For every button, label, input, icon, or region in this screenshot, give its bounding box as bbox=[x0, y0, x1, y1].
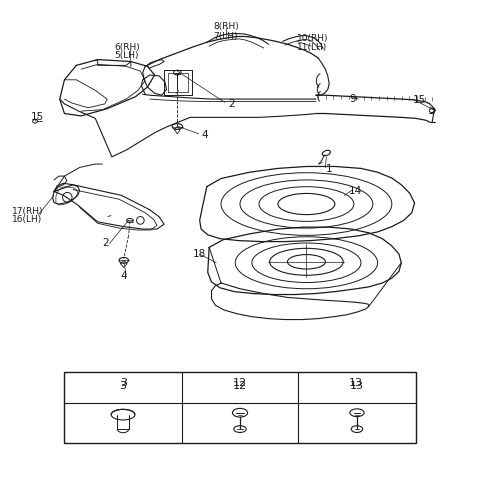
Circle shape bbox=[62, 192, 72, 202]
Text: 6(RH): 6(RH) bbox=[114, 42, 140, 52]
Ellipse shape bbox=[278, 193, 335, 215]
Ellipse shape bbox=[172, 124, 182, 130]
Ellipse shape bbox=[232, 409, 248, 417]
Text: 13: 13 bbox=[350, 380, 364, 391]
Text: 18: 18 bbox=[192, 249, 206, 259]
Ellipse shape bbox=[234, 426, 246, 432]
Ellipse shape bbox=[259, 187, 354, 222]
Ellipse shape bbox=[174, 70, 181, 75]
Ellipse shape bbox=[252, 243, 361, 282]
Text: 4: 4 bbox=[120, 271, 127, 281]
Text: 10(RH): 10(RH) bbox=[297, 35, 328, 43]
Text: 4: 4 bbox=[201, 130, 208, 140]
Text: 5(LH): 5(LH) bbox=[114, 51, 139, 60]
Ellipse shape bbox=[111, 410, 135, 420]
Text: 17(RH): 17(RH) bbox=[12, 207, 44, 216]
Text: 2: 2 bbox=[228, 99, 235, 109]
Text: 12: 12 bbox=[233, 380, 247, 391]
Ellipse shape bbox=[119, 258, 129, 263]
Ellipse shape bbox=[235, 237, 378, 289]
Text: 2: 2 bbox=[102, 239, 109, 248]
Text: 9: 9 bbox=[349, 94, 356, 104]
Text: 15: 15 bbox=[31, 112, 45, 122]
Ellipse shape bbox=[270, 248, 343, 275]
Text: 16(LH): 16(LH) bbox=[12, 215, 43, 225]
Ellipse shape bbox=[221, 173, 392, 235]
Text: 15: 15 bbox=[413, 95, 426, 105]
Ellipse shape bbox=[33, 119, 37, 123]
Text: 13: 13 bbox=[349, 378, 363, 388]
Text: 11(LH): 11(LH) bbox=[297, 42, 327, 52]
Text: 7(LH): 7(LH) bbox=[214, 32, 238, 41]
Text: 1: 1 bbox=[325, 164, 332, 174]
Ellipse shape bbox=[240, 180, 373, 228]
Ellipse shape bbox=[322, 150, 330, 156]
Ellipse shape bbox=[288, 255, 325, 269]
Ellipse shape bbox=[350, 409, 364, 416]
Text: 14: 14 bbox=[349, 186, 362, 196]
Ellipse shape bbox=[351, 426, 363, 432]
Text: 3: 3 bbox=[120, 380, 127, 391]
Text: 12: 12 bbox=[233, 378, 247, 388]
Ellipse shape bbox=[127, 219, 133, 223]
Circle shape bbox=[137, 217, 144, 224]
Ellipse shape bbox=[429, 109, 434, 112]
Text: 3: 3 bbox=[120, 378, 127, 388]
Text: 8(RH): 8(RH) bbox=[213, 22, 239, 31]
Bar bbox=[64, 372, 416, 443]
